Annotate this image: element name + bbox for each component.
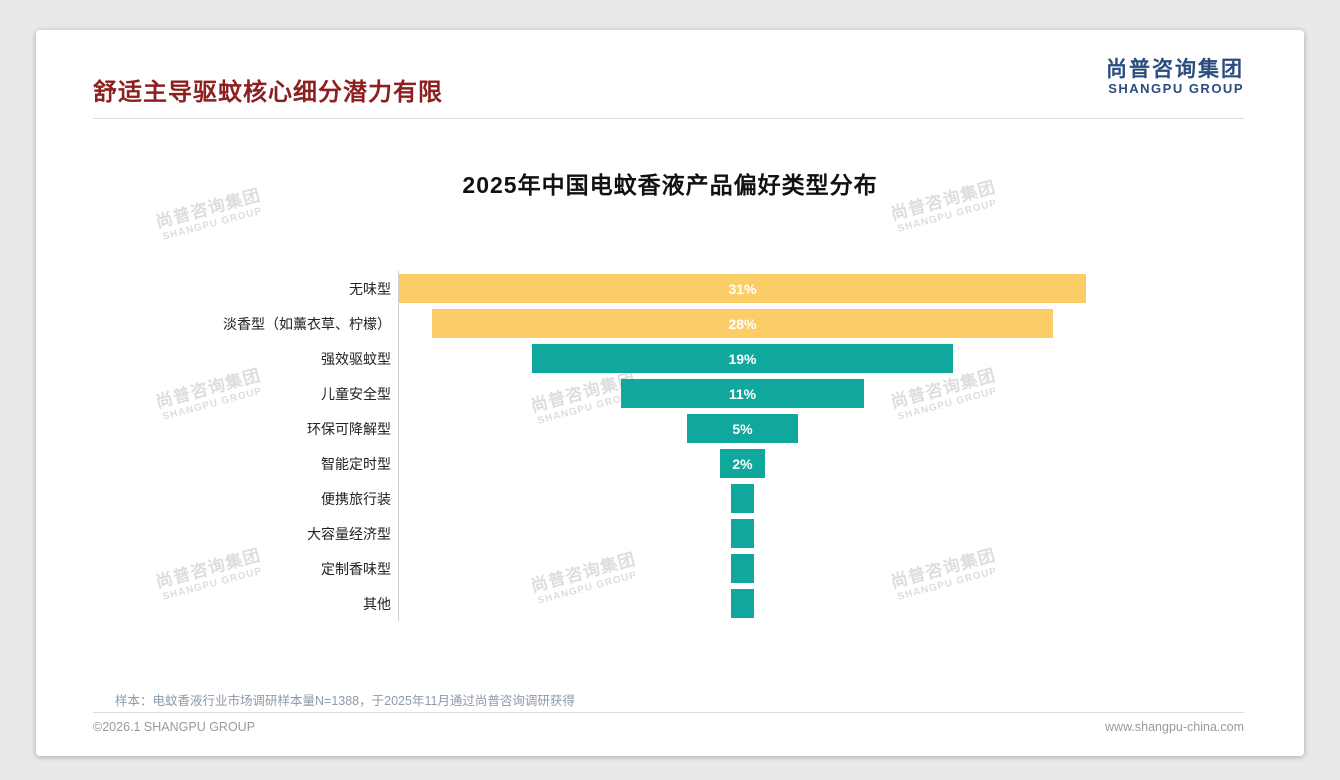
website-url: www.shangpu-china.com (1105, 720, 1244, 734)
chart-row: 大容量经济型 (36, 516, 1304, 551)
category-label: 儿童安全型 (321, 385, 391, 402)
footer-divider (93, 712, 1244, 713)
logo-cn-text: 尚普咨询集团 (1106, 58, 1244, 81)
bar-value-label: 5% (732, 420, 753, 437)
bar-track (398, 551, 1086, 586)
page-title: 舒适主导驱蚊核心细分潜力有限 (93, 79, 443, 106)
chart-row: 环保可降解型 5% (36, 411, 1304, 446)
bar: 31% (399, 274, 1086, 303)
category-label: 大容量经济型 (307, 525, 391, 542)
bar-track: 2% (398, 446, 1086, 481)
bar-track: 11% (398, 376, 1086, 411)
category-label: 定制香味型 (321, 560, 391, 577)
chart-row: 智能定时型 2% (36, 446, 1304, 481)
slide-card: 尚普咨询集团 SHANGPU GROUP 尚普咨询集团 SHANGPU GROU… (36, 30, 1304, 756)
bar (731, 484, 754, 513)
chart-row: 儿童安全型 11% (36, 376, 1304, 411)
copyright-text: ©2026.1 SHANGPU GROUP (93, 720, 256, 734)
chart-row: 其他 (36, 586, 1304, 621)
bar-value-label: 11% (728, 385, 757, 402)
company-logo: 尚普咨询集团 SHANGPU GROUP (1106, 58, 1244, 97)
bar: 19% (531, 344, 954, 373)
category-label: 其他 (363, 595, 391, 612)
bar-value-label: 31% (728, 280, 757, 297)
bar-track: 28% (398, 306, 1086, 341)
bar (731, 589, 754, 618)
bar (731, 519, 754, 548)
category-label: 环保可降解型 (307, 420, 391, 437)
bar: 11% (620, 379, 865, 408)
bar: 2% (720, 449, 765, 478)
bar-track (398, 516, 1086, 551)
header: 舒适主导驱蚊核心细分潜力有限 尚普咨询集团 SHANGPU GROUP (93, 30, 1244, 119)
bar: 28% (432, 309, 1053, 338)
category-label: 智能定时型 (321, 455, 391, 472)
chart-row: 定制香味型 (36, 551, 1304, 586)
chart-row: 强效驱蚊型 19% (36, 341, 1304, 376)
chart-row: 便携旅行装 (36, 481, 1304, 516)
category-label: 强效驱蚊型 (321, 350, 391, 367)
bar-track: 5% (398, 411, 1086, 446)
chart-row: 无味型 31% (36, 271, 1304, 306)
chart-title: 2025年中国电蚊香液产品偏好类型分布 (462, 172, 878, 198)
bar: 5% (687, 414, 798, 443)
bar-track: 31% (398, 271, 1086, 306)
category-label: 淡香型（如薰衣草、柠檬） (223, 315, 391, 332)
bar-track (398, 586, 1086, 621)
bar (731, 554, 754, 583)
bar-chart: 无味型 31% 淡香型（如薰衣草、柠檬） 28% 强效驱蚊型 19% 儿童安全型 11% 环保可… (36, 271, 1304, 621)
category-label: 便携旅行装 (321, 490, 391, 507)
sample-note: 样本：电蚊香液行业市场调研样本量N=1388，于2025年11月通过尚普咨询调研… (115, 694, 575, 708)
category-label: 无味型 (349, 280, 391, 297)
bar-value-label: 2% (732, 455, 753, 472)
logo-en-text: SHANGPU GROUP (1108, 81, 1244, 97)
bar-value-label: 28% (728, 315, 757, 332)
chart-row: 淡香型（如薰衣草、柠檬） 28% (36, 306, 1304, 341)
bar-value-label: 19% (728, 350, 757, 367)
watermark-en: SHANGPU GROUP (896, 197, 999, 235)
bar-track (398, 481, 1086, 516)
bar-track: 19% (398, 341, 1086, 376)
watermark-en: SHANGPU GROUP (161, 205, 264, 243)
